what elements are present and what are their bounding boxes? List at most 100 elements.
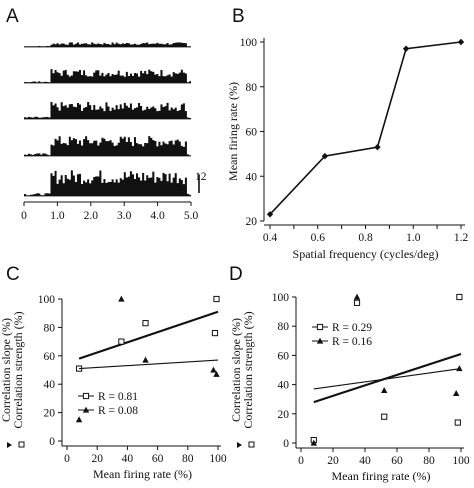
panel-c-point-triangle (118, 295, 125, 302)
panel-c-x-tick-label: 20 (91, 453, 103, 465)
firing-rate-point (321, 152, 329, 160)
panel-letter-c: C (6, 264, 20, 285)
panel-d-x-tick-label: 80 (423, 455, 435, 467)
panel-c-point-triangle (213, 370, 220, 377)
histogram-bars-row-4 (24, 136, 191, 156)
panel-b-y-tick-label: 100 (240, 37, 258, 49)
panel-c-legend-label: R = 0.08 (98, 405, 138, 417)
panel-d-y-tick-label: 20 (278, 409, 290, 421)
panel-b-x-axis-label: Spatial frequency (cycles/deg) (293, 247, 439, 261)
histogram-bars-row-5 (24, 170, 191, 196)
panel-c-fit-line-triangle (79, 359, 219, 370)
panel-d-point-triangle (310, 439, 317, 446)
panel-c-legend-marker-triangle (82, 406, 90, 413)
panel-c-scatter: 0 20 40 60 80 100 0 20 40 60 80 100 R = 0.81 R = 0.08… (0, 294, 227, 481)
panel-d-x-tick-label: 0 (298, 455, 304, 467)
panel-c-y-tick-label: 40 (44, 379, 56, 391)
panel-d-x-axis-label: Mean firing rate (%) (332, 469, 431, 483)
panel-d-legend-label: R = 0.16 (332, 336, 372, 348)
panel-a-x-tick-label: 3.0 (117, 210, 132, 222)
panel-d-y-tick-label: 0 (283, 438, 289, 450)
panel-c-legend-marker-square (82, 392, 90, 400)
panel-c-y-tick-label: 20 (44, 408, 56, 420)
panel-c-x-tick-label: 40 (122, 453, 134, 465)
panel-c-y-label-square-icon (18, 441, 25, 448)
scale-bar-label: 12 (195, 171, 207, 183)
panel-c-y-label-triangle-icon (7, 442, 12, 448)
panel-b-x-tick-label: 0.8 (358, 232, 373, 244)
firing-rate-point (374, 143, 381, 151)
panel-d-y-axis-label-strength: Correlation strength (%) (241, 311, 255, 428)
histogram-bars-row-2 (24, 69, 191, 83)
panel-d-scatter: 0 20 40 60 80 100 0 20 40 60 80 100 R = 0.29 R = 0.16… (229, 292, 470, 483)
panel-d-y-axis-label-slope: Correlation slope (%) (229, 318, 243, 422)
panel-d-y-tick-label: 80 (278, 321, 290, 333)
panel-d-fit-line-square (313, 352, 462, 404)
panel-b-x-tick-label: 0.6 (311, 232, 326, 244)
panel-letter-d: D (229, 264, 243, 285)
panel-d-legend-marker-square (316, 323, 324, 331)
panel-a-x-tick-label: 5.0 (184, 210, 199, 222)
panel-b-y-tick-label: 60 (246, 127, 258, 139)
panel-d-x-tick-label: 20 (327, 455, 339, 467)
panel-c-point-triangle (75, 416, 83, 423)
firing-rate-point (457, 38, 465, 46)
panel-c-fit-line-square (78, 310, 219, 360)
panel-a-histograms: 0 1.0 2.0 3.0 4.0 5.0 12 (21, 42, 207, 222)
panel-b-line-chart: 20 40 60 80 100 0.4 0.6 0.8 1.0 1.2 Spatial freque… (226, 37, 468, 261)
panel-c-point-triangle (210, 366, 217, 373)
panel-a-x-tick-label: 1.0 (50, 210, 65, 222)
panel-c-point-triangle (142, 356, 149, 363)
panel-letter-b: B (232, 6, 245, 27)
panel-d-x-tick-label: 40 (359, 455, 371, 467)
panel-c-x-axis-label: Mean firing rate (%) (93, 467, 192, 481)
panel-b-x-tick-label: 0.4 (263, 232, 278, 244)
panel-d-y-tick-label: 60 (278, 350, 290, 362)
panel-c-y-axis-label-strength: Correlation strength (%) (11, 311, 25, 428)
panel-d-y-label-triangle-icon (237, 442, 242, 448)
panel-d-point-square (454, 419, 461, 426)
panel-c-legend-label: R = 0.81 (98, 391, 138, 403)
panel-b-y-tick-label: 80 (246, 82, 258, 94)
panel-d-point-triangle (381, 387, 388, 394)
panel-d-x-tick-label: 60 (391, 455, 403, 467)
panel-b-y-tick-label: 40 (246, 171, 258, 183)
panel-c-y-axis-label-slope: Correlation slope (%) (0, 318, 13, 422)
panel-d-point-triangle (353, 293, 361, 300)
panel-d-point-square (456, 293, 463, 301)
panel-c-y-tick-label: 0 (49, 436, 55, 448)
panel-d-fit-line-triangle (313, 367, 462, 390)
firing-rate-point (266, 211, 274, 218)
histogram-bars-row-1 (24, 42, 191, 47)
panel-c-point-square (213, 295, 220, 303)
histogram-bars-row-3 (24, 102, 191, 119)
panel-d-y-tick-label: 40 (278, 380, 290, 392)
panel-b-x-tick-label: 1.2 (454, 232, 469, 244)
firing-rate-line (269, 41, 462, 215)
panel-d-x-tick-label: 100 (452, 455, 470, 467)
panel-c-point-square (211, 329, 219, 337)
panel-a-x-tick-label: 2.0 (84, 210, 99, 222)
panel-d-y-label-square-icon (248, 441, 255, 448)
panel-d-legend-marker-triangle (316, 337, 324, 344)
firing-rate-point (402, 45, 410, 52)
panel-b-x-tick-label: 1.0 (406, 232, 421, 244)
panel-c-y-tick-label: 100 (38, 294, 56, 306)
panel-c-x-tick-label: 100 (209, 453, 227, 465)
panel-c-x-tick-label: 0 (64, 453, 70, 465)
panel-c-x-tick-label: 80 (182, 453, 194, 465)
panel-c-x-tick-label: 60 (152, 453, 164, 465)
panel-d-y-tick-label: 100 (272, 292, 290, 304)
panel-b-y-tick-label: 20 (246, 216, 258, 228)
panel-a-x-tick-label: 0 (21, 210, 27, 222)
panel-d-point-triangle (456, 365, 463, 372)
panel-d-point-square (381, 413, 388, 420)
panel-d-legend-label: R = 0.29 (332, 322, 372, 334)
panel-b-y-axis-label: Mean firing rate (%) (226, 82, 240, 181)
panel-c-point-square (142, 320, 149, 327)
panel-a-x-tick-label: 4.0 (150, 210, 165, 222)
panel-d-point-square (353, 299, 361, 306)
panel-c-y-tick-label: 80 (44, 322, 56, 334)
panel-c-y-tick-label: 60 (44, 351, 56, 363)
